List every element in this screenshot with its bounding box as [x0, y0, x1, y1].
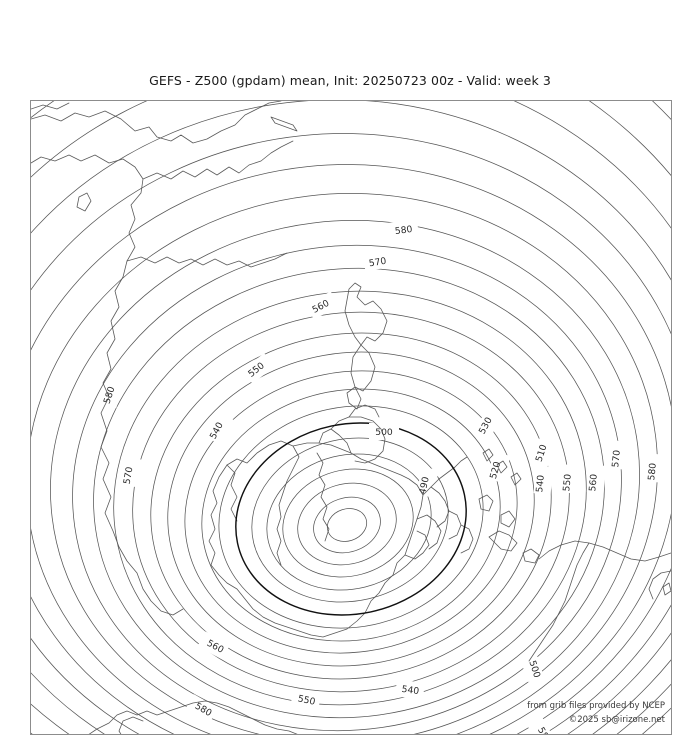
contour-label: 510	[534, 443, 550, 463]
contour-550	[50, 220, 640, 734]
contour-470	[326, 508, 368, 542]
contour-565	[31, 133, 671, 734]
contour-540	[93, 267, 605, 719]
contour-label: 520	[488, 460, 503, 480]
contour-555	[31, 193, 658, 734]
contour-label: 530	[477, 415, 495, 436]
contour-label: 580	[394, 224, 413, 237]
contour-label: 540	[208, 420, 226, 441]
contour-label: 580	[646, 462, 659, 481]
contour-label: 580	[535, 725, 553, 734]
contour-520	[167, 351, 535, 667]
contour-500-highlight	[235, 422, 467, 616]
contour-label: 500	[526, 659, 542, 679]
contour-label: 540	[534, 474, 547, 493]
contour-label: 560	[205, 638, 226, 656]
contour-label: 490	[417, 476, 431, 496]
credit-copyright: ©2025 sb@irizone.net	[568, 715, 665, 725]
contour-label: 560	[310, 298, 331, 316]
contour-label: 540	[401, 684, 420, 697]
contour-485	[282, 468, 414, 578]
contour-515	[184, 370, 518, 654]
contour-label: 580	[102, 385, 118, 405]
contour-560	[31, 164, 671, 734]
contour-labels-layer: 580 570 560 550 540 580 570 500 510 530 …	[102, 224, 659, 734]
contour-label: 570	[122, 466, 136, 485]
contour-lines-layer	[251, 437, 449, 603]
contour-525	[150, 332, 552, 680]
contour-490	[266, 453, 432, 591]
contour-530	[132, 311, 570, 693]
page-title: GEFS - Z500 (gpdam) mean, Init: 20250723…	[149, 73, 551, 88]
contour-label: 550	[246, 360, 267, 380]
contour-label: 560	[587, 473, 600, 492]
contour-label: 550	[297, 693, 317, 707]
contour-map-plot: 580 570 560 550 540 580 570 500 510 530 …	[30, 100, 672, 735]
contour-label: 570	[368, 256, 387, 270]
contour-lines-outer-layer	[31, 101, 671, 734]
contour-label: 500	[375, 427, 393, 438]
credit-source: from grib files provided by NCEP	[527, 701, 665, 711]
contour-label: 580	[193, 701, 214, 719]
contour-480	[297, 482, 397, 566]
contour-545	[72, 244, 622, 732]
contour-label: 550	[561, 473, 574, 492]
contour-510	[201, 388, 501, 642]
contour-535	[113, 290, 587, 706]
contour-495	[251, 437, 449, 603]
contour-map-svg: 580 570 560 550 540 580 570 500 510 530 …	[31, 101, 671, 734]
contour-475	[313, 496, 381, 554]
contour-label: 570	[610, 449, 623, 468]
contour-570	[31, 101, 671, 734]
contour-505	[218, 405, 484, 629]
